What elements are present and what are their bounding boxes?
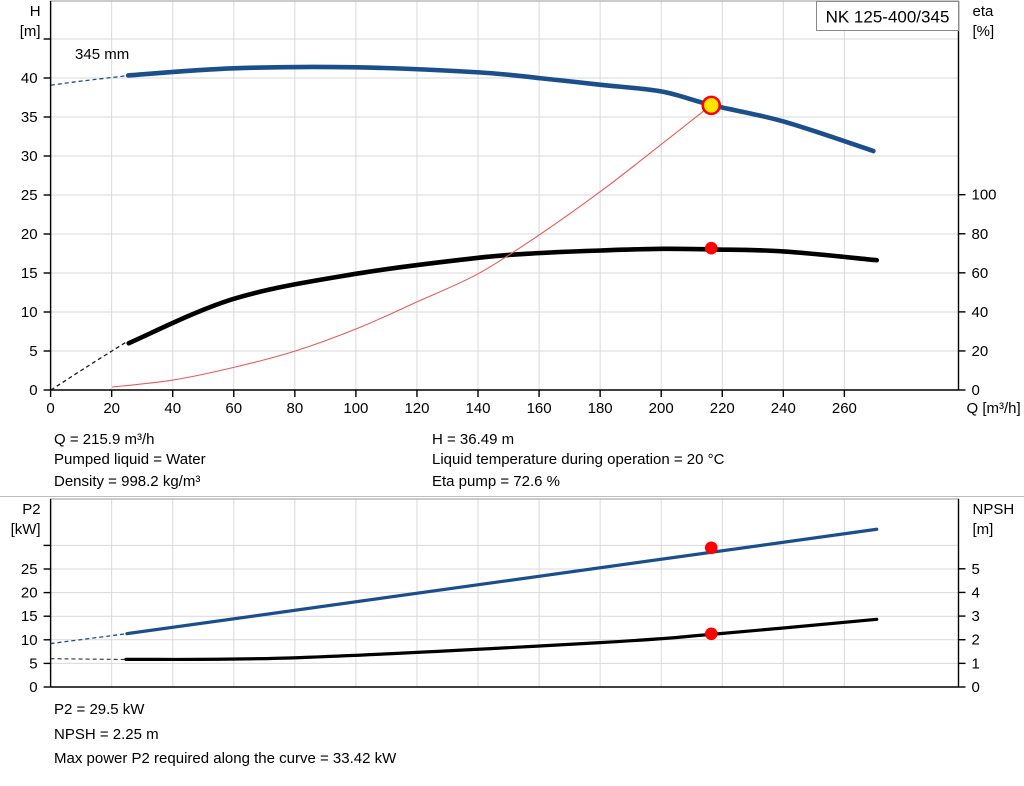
- svg-text:140: 140: [466, 400, 491, 417]
- svg-text:20: 20: [103, 400, 120, 417]
- svg-text:[m]: [m]: [20, 23, 41, 40]
- svg-text:160: 160: [527, 400, 552, 417]
- svg-text:3: 3: [972, 608, 980, 625]
- svg-text:0: 0: [29, 382, 37, 399]
- svg-text:NPSH: NPSH: [973, 501, 1015, 518]
- svg-text:15: 15: [21, 265, 38, 282]
- svg-text:200: 200: [649, 400, 674, 417]
- svg-text:1: 1: [972, 655, 980, 672]
- svg-text:H: H: [30, 3, 41, 20]
- svg-text:100: 100: [972, 187, 997, 204]
- svg-text:[m]: [m]: [973, 521, 994, 538]
- svg-text:Q [m³/h]: Q [m³/h]: [967, 400, 1021, 417]
- svg-text:[%]: [%]: [973, 23, 995, 40]
- svg-text:10: 10: [21, 632, 38, 649]
- svg-text:345 mm: 345 mm: [75, 46, 129, 63]
- svg-text:0: 0: [29, 679, 37, 696]
- svg-text:0: 0: [46, 400, 54, 417]
- svg-text:40: 40: [972, 304, 989, 321]
- svg-text:80: 80: [972, 226, 989, 243]
- svg-text:[kW]: [kW]: [11, 521, 41, 538]
- svg-text:5: 5: [29, 343, 37, 360]
- svg-text:120: 120: [404, 400, 429, 417]
- svg-text:20: 20: [21, 226, 38, 243]
- svg-text:80: 80: [286, 400, 303, 417]
- svg-text:40: 40: [21, 70, 38, 87]
- svg-text:20: 20: [972, 343, 989, 360]
- svg-text:240: 240: [771, 400, 796, 417]
- svg-text:35: 35: [21, 109, 38, 126]
- svg-text:5: 5: [29, 655, 37, 672]
- svg-text:2: 2: [972, 632, 980, 649]
- svg-text:30: 30: [21, 148, 38, 165]
- svg-text:60: 60: [972, 265, 989, 282]
- svg-text:P2: P2: [22, 501, 40, 518]
- svg-text:40: 40: [164, 400, 181, 417]
- svg-text:10: 10: [21, 304, 38, 321]
- svg-text:25: 25: [21, 187, 38, 204]
- svg-text:0: 0: [972, 382, 980, 399]
- svg-text:eta: eta: [973, 3, 995, 20]
- svg-text:0: 0: [972, 679, 980, 696]
- svg-text:20: 20: [21, 585, 38, 602]
- svg-text:220: 220: [710, 400, 735, 417]
- svg-text:5: 5: [972, 561, 980, 578]
- svg-text:100: 100: [343, 400, 368, 417]
- svg-text:180: 180: [588, 400, 613, 417]
- svg-text:NK 125-400/345: NK 125-400/345: [826, 8, 950, 27]
- svg-text:25: 25: [21, 561, 38, 578]
- svg-text:15: 15: [21, 608, 38, 625]
- svg-text:260: 260: [832, 400, 857, 417]
- svg-text:4: 4: [972, 584, 980, 601]
- svg-text:60: 60: [225, 400, 242, 417]
